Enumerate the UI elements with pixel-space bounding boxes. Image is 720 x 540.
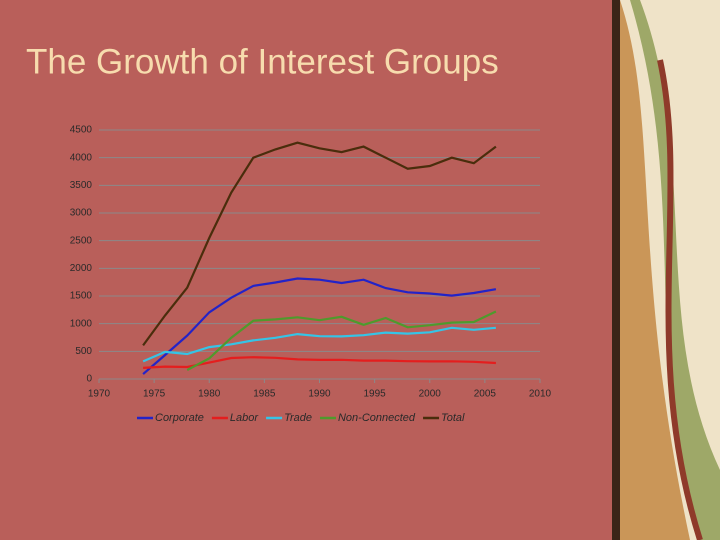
y-tick-label: 1000 [70,318,93,329]
x-tick-label: 1970 [88,389,111,400]
x-tick-label: 1990 [308,389,331,400]
legend-label: Trade [284,412,312,424]
series-line [142,141,497,347]
x-tick-label: 1975 [143,389,166,400]
legend-label: Total [441,412,465,424]
plot: 0 500 1000 1500 2000 2500 3000 3500 4000 4500 1970… [70,125,552,424]
x-tick-label: 2005 [474,389,497,400]
legend-label: Non-Connected [338,412,416,424]
y-tick-label: 500 [75,346,92,357]
y-tick-label: 4500 [70,125,93,136]
decor-swirl [630,0,720,540]
chart-title: The Growth of Interest Groups [26,42,499,81]
x-tick-label: 2010 [529,389,552,400]
y-tick-label: 2000 [70,263,93,274]
legend-label: Corporate [155,412,204,424]
y-tick-label: 3500 [70,180,93,191]
x-tick-label: 1995 [364,389,387,400]
x-tick-label: 1985 [253,389,276,400]
y-tick-label: 2500 [70,235,93,246]
x-tick-label: 2000 [419,389,442,400]
y-tick-label: 3000 [70,208,93,219]
divider [612,0,620,540]
y-tick-label: 4000 [70,152,93,163]
decor-swirl [620,0,690,540]
x-tick-label: 1980 [198,389,221,400]
decor-swirl [657,59,703,540]
series-line [143,356,496,369]
series-line [142,326,496,363]
y-tick-label: 1500 [70,291,93,302]
y-tick-label: 0 [86,374,92,385]
legend-label: Labor [230,412,259,424]
series-line [186,310,497,371]
series-line [142,277,497,375]
